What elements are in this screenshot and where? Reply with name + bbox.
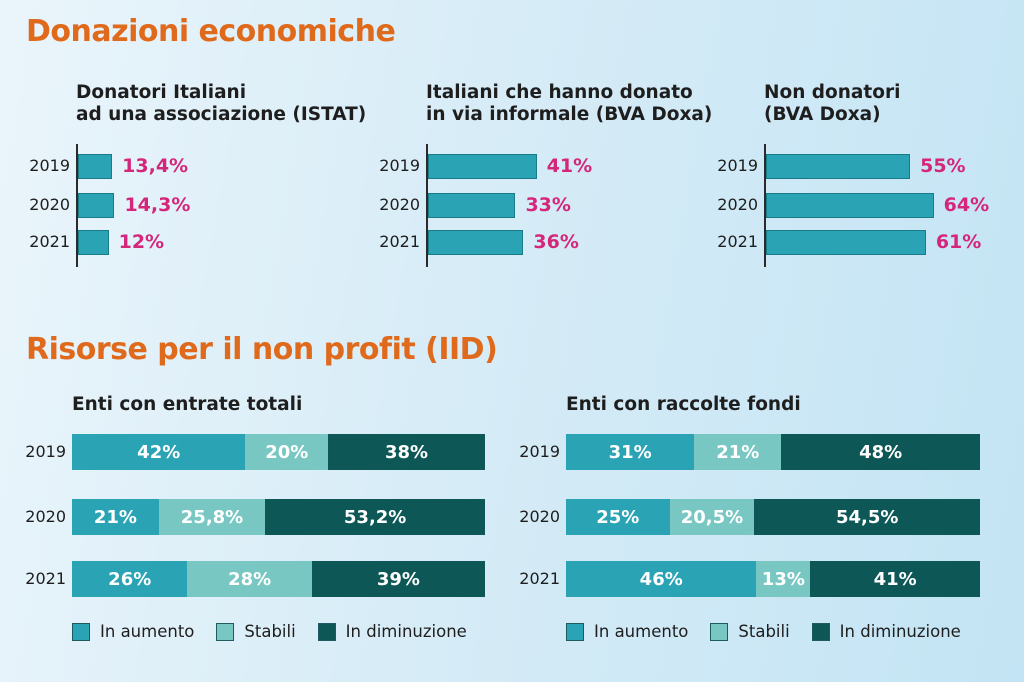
section-title-donazioni: Donazioni economiche xyxy=(26,14,396,49)
section-title-risorse: Risorse per il non profit (IID) xyxy=(26,332,498,367)
year-label: 2019 xyxy=(717,156,758,175)
value-label: 41% xyxy=(546,155,593,177)
segment-in-aumento: 42% xyxy=(72,434,246,470)
segment-stabili: 28% xyxy=(187,561,312,597)
segment-stabili: 25,8% xyxy=(158,499,266,535)
bar xyxy=(766,230,926,255)
year-label: 2021 xyxy=(519,569,560,588)
chart-title: Donatori Italiani ad una associazione (I… xyxy=(76,82,367,125)
segment-stabili: 13% xyxy=(756,561,811,597)
segment-in-aumento: 21% xyxy=(72,499,159,535)
value-label: 55% xyxy=(920,155,966,177)
value-label: 14,3% xyxy=(124,194,191,216)
value-label: 33% xyxy=(525,194,571,216)
legend-label: In aumento xyxy=(594,622,689,641)
legend-label: Stabili xyxy=(738,622,790,641)
segment-in-diminuzione: 48% xyxy=(781,434,980,470)
stacked-bar: 26% 28% 39% xyxy=(72,561,485,597)
chart-title: Non donatori (BVA Doxa) xyxy=(764,82,901,125)
stacked-bar: 21% 25,8% 53,2% xyxy=(72,499,485,535)
segment-in-aumento: 46% xyxy=(566,561,757,597)
bar xyxy=(428,154,537,179)
year-label: 2020 xyxy=(29,195,70,214)
stacked-bar: 42% 20% 38% xyxy=(72,434,485,470)
segment-in-diminuzione: 54,5% xyxy=(754,499,980,535)
segment-in-diminuzione: 53,2% xyxy=(265,499,485,535)
legend-item: In diminuzione xyxy=(317,622,467,641)
year-label: 2019 xyxy=(519,442,560,461)
bar xyxy=(428,230,524,255)
segment-stabili: 20% xyxy=(245,434,329,470)
legend: In aumento Stabili In diminuzione xyxy=(72,622,489,641)
year-label: 2019 xyxy=(25,442,66,461)
year-label: 2020 xyxy=(379,195,420,214)
legend-item: In aumento xyxy=(566,622,688,641)
value-label: 61% xyxy=(935,231,982,253)
chart-title: Italiani che hanno donato in via informa… xyxy=(426,82,713,125)
segment-in-aumento: 31% xyxy=(566,434,695,470)
year-label: 2020 xyxy=(25,507,66,526)
legend-item: Stabili xyxy=(710,622,790,641)
bar xyxy=(78,193,115,218)
chart-title: Enti con entrate totali xyxy=(72,394,303,415)
year-label: 2021 xyxy=(717,232,758,251)
stacked-bar: 46% 13% 41% xyxy=(566,561,980,597)
segment-in-aumento: 25% xyxy=(566,499,670,535)
year-label: 2021 xyxy=(25,569,66,588)
bar xyxy=(78,154,113,179)
legend-label: In aumento xyxy=(100,622,195,641)
swatch-in-aumento xyxy=(72,622,90,641)
bar xyxy=(766,193,934,218)
value-label: 36% xyxy=(533,231,579,253)
segment-stabili: 20,5% xyxy=(669,499,755,535)
swatch-stabili xyxy=(710,622,729,641)
year-label: 2020 xyxy=(717,195,758,214)
year-label: 2019 xyxy=(379,156,420,175)
legend-label: Stabili xyxy=(244,622,296,641)
y-axis-line xyxy=(764,144,766,267)
y-axis-line xyxy=(426,144,428,267)
y-axis-line xyxy=(76,144,78,267)
segment-in-diminuzione: 39% xyxy=(311,561,485,597)
segment-stabili: 21% xyxy=(694,434,782,470)
year-label: 2019 xyxy=(29,156,70,175)
segment-in-diminuzione: 38% xyxy=(328,434,485,470)
value-label: 12% xyxy=(118,231,165,253)
segment-in-aumento: 26% xyxy=(72,561,188,597)
legend-label: In diminuzione xyxy=(839,622,961,641)
stacked-bar: 25% 20,5% 54,5% xyxy=(566,499,980,535)
value-label: 13,4% xyxy=(122,155,189,177)
stacked-bar: 31% 21% 48% xyxy=(566,434,980,470)
swatch-in-diminuzione xyxy=(317,622,336,641)
swatch-in-aumento xyxy=(566,622,584,641)
legend: In aumento Stabili In diminuzione xyxy=(566,622,983,641)
bar xyxy=(766,154,911,179)
swatch-stabili xyxy=(216,622,235,641)
legend-label: In diminuzione xyxy=(345,622,467,641)
bar xyxy=(78,230,109,255)
value-label: 64% xyxy=(943,194,990,216)
legend-item: In aumento xyxy=(72,622,194,641)
year-label: 2020 xyxy=(519,507,560,526)
segment-in-diminuzione: 41% xyxy=(810,561,980,597)
year-label: 2021 xyxy=(379,232,420,251)
chart-title: Enti con raccolte fondi xyxy=(566,394,801,415)
legend-item: In diminuzione xyxy=(811,622,961,641)
swatch-in-diminuzione xyxy=(811,622,830,641)
year-label: 2021 xyxy=(29,232,70,251)
bar xyxy=(428,193,516,218)
legend-item: Stabili xyxy=(216,622,296,641)
